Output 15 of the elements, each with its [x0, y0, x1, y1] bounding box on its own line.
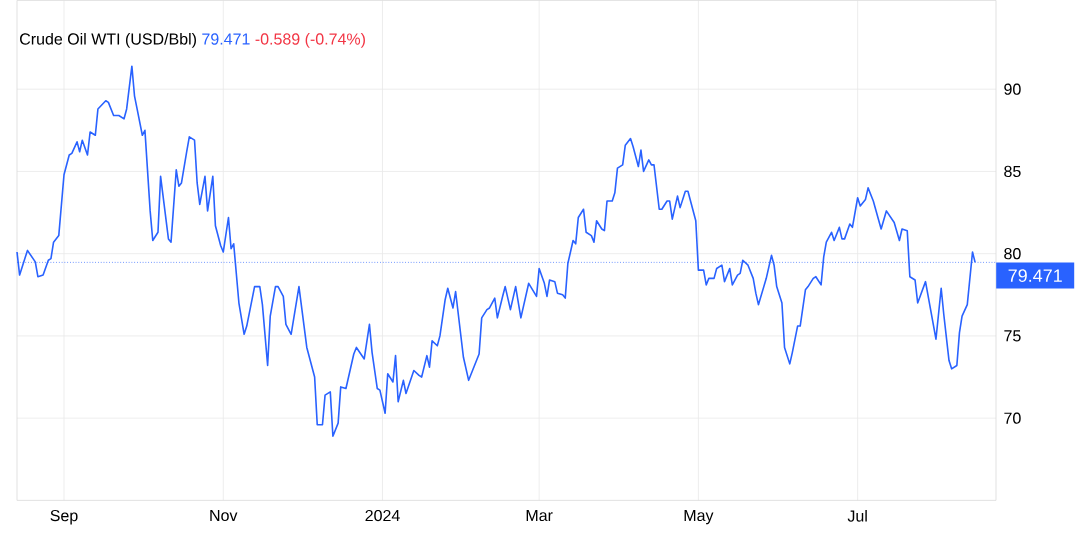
x-tick-label: Sep: [50, 509, 78, 525]
x-tick-label: May: [684, 509, 714, 525]
x-tick-label: Jul: [847, 509, 867, 522]
x-tick-label: 2024: [365, 509, 400, 522]
text: Crude Oil WTI (USD/Bbl): [20, 32, 196, 48]
annotation: 79.471: [202, 33, 250, 45]
x-tick-label: Nov: [210, 509, 238, 521]
y-tick-label: 90: [1004, 83, 1021, 95]
y-tick-label: 80: [1004, 247, 1021, 260]
x-tick-label: Mar: [526, 509, 553, 521]
y-tick-label: 75: [1004, 330, 1021, 342]
annotation: -0.589 (-0.74%): [255, 32, 365, 48]
y-tick-label: 85: [1004, 165, 1021, 177]
ref-line-label: 79.471: [1008, 269, 1062, 282]
y-tick-label: 70: [1004, 412, 1021, 424]
